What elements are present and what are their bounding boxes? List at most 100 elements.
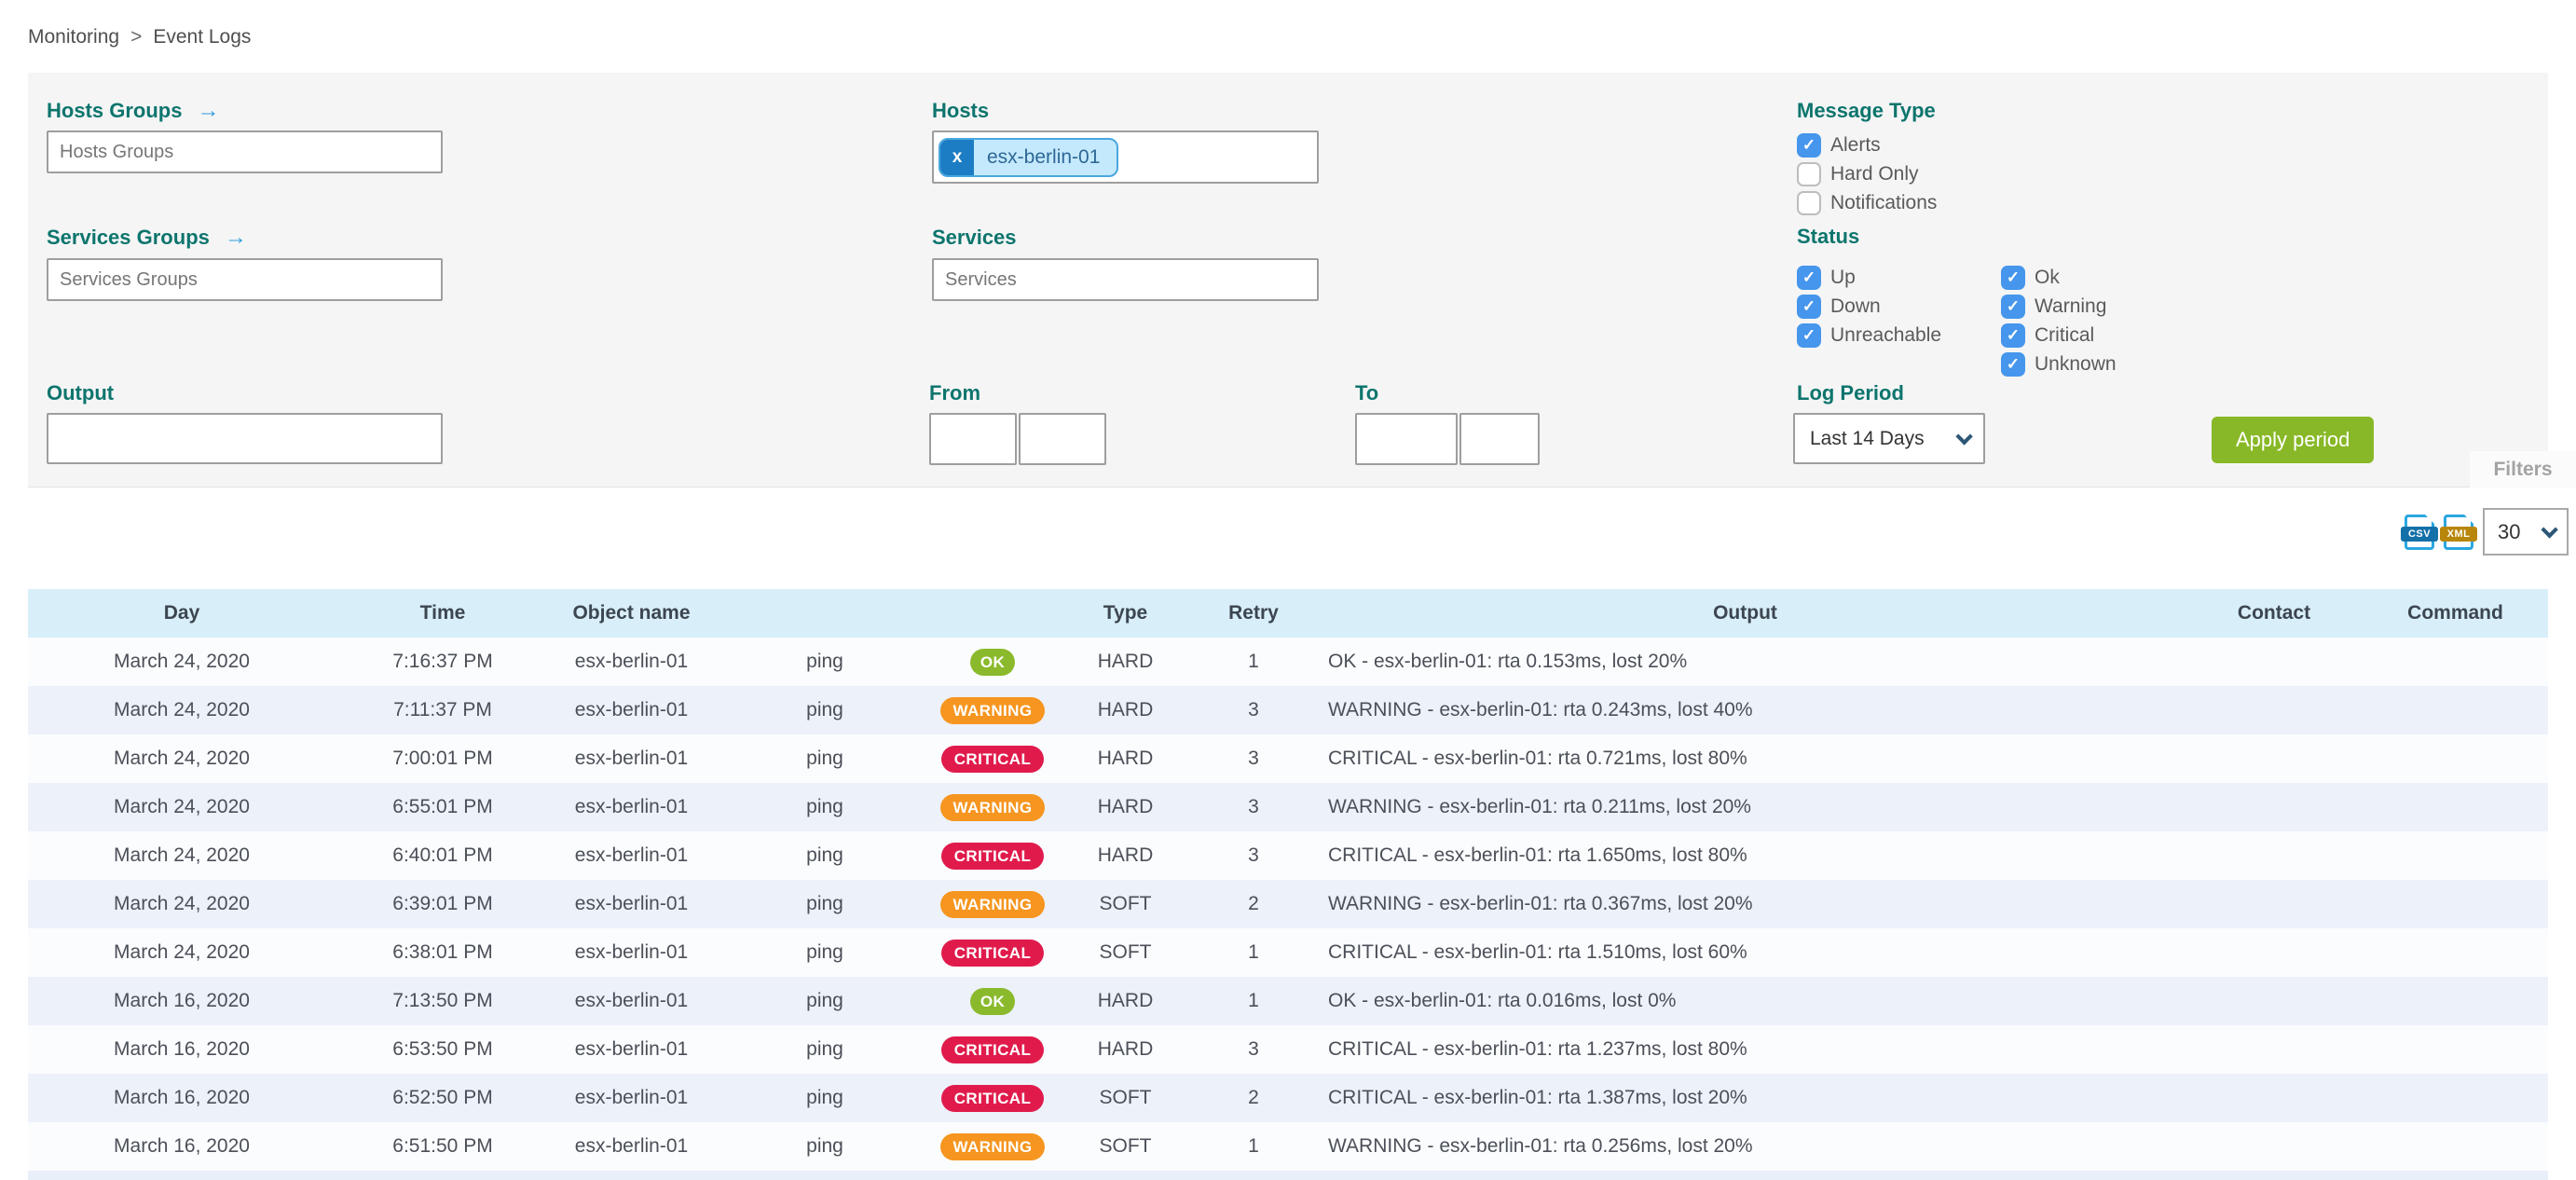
table-row: March 16, 2020 6:53:50 PM esx-berlin-01 pin…: [28, 1025, 2548, 1074]
file-fold-icon: [2424, 513, 2435, 525]
hosts-groups-input[interactable]: [47, 130, 443, 173]
checkbox-hard-only[interactable]: [1797, 161, 1821, 186]
to-date-input[interactable]: [1355, 413, 1458, 465]
cell-retry: 3: [1248, 796, 1259, 817]
status-badge: CRITICAL: [940, 842, 1045, 870]
cell-status: OK: [937, 977, 1048, 1025]
status-warning: ✓ Warning: [2001, 292, 2117, 321]
checkbox-label: Alerts: [1830, 133, 1881, 156]
status-down: ✓ Down: [1797, 292, 1941, 321]
status-badge: OK: [969, 987, 1016, 1015]
cell-command: [2363, 638, 2548, 686]
checkbox-up[interactable]: ✓: [1797, 265, 1821, 290]
chip-remove-button[interactable]: x: [940, 139, 974, 175]
cell-object-name: esx-berlin-01: [574, 1135, 689, 1157]
cell-day: March 24, 2020: [114, 699, 250, 720]
to-label: To: [1355, 381, 1378, 405]
checkbox-label: Notifications: [1830, 191, 1938, 213]
page-size-select[interactable]: 30: [2483, 508, 2569, 556]
checkbox-unreachable[interactable]: ✓: [1797, 322, 1821, 348]
col-header-service: [713, 589, 937, 638]
cell-status: WARNING: [937, 1122, 1048, 1171]
breadcrumb-event-logs: Event Logs: [153, 26, 252, 48]
status-label: Status: [1797, 225, 1859, 249]
status-ok: ✓ Ok: [2001, 263, 2117, 292]
cell-command: [2363, 928, 2548, 977]
export-xml-button[interactable]: XML: [2440, 513, 2477, 550]
checkbox-warning[interactable]: ✓: [2001, 294, 2025, 319]
cell-service: ping: [806, 748, 843, 769]
from-time-input[interactable]: [1019, 413, 1106, 465]
col-header-time: Time: [336, 589, 550, 638]
event-log-table: Day Time Object name Type Retry Output C…: [28, 589, 2548, 1171]
hosts-label-text: Hosts: [932, 99, 990, 122]
apply-period-button[interactable]: Apply period: [2212, 417, 2375, 463]
hosts-label: Hosts: [932, 99, 989, 123]
host-chip: x esx-berlin-01: [939, 137, 1119, 177]
cell-retry: 1: [1248, 941, 1259, 963]
filters-tab[interactable]: Filters: [2470, 451, 2576, 488]
cell-contact: [2185, 1122, 2363, 1171]
col-header-status: [937, 589, 1048, 638]
to-label-text: To: [1355, 381, 1379, 405]
checkbox-critical[interactable]: ✓: [2001, 322, 2025, 348]
cell-contact: [2185, 1074, 2363, 1122]
cell-day: March 16, 2020: [114, 1135, 250, 1157]
cell-object-name: esx-berlin-01: [574, 699, 689, 720]
cell-day: March 24, 2020: [114, 796, 250, 817]
chip-label: esx-berlin-01: [987, 145, 1101, 168]
checkbox-down[interactable]: ✓: [1797, 294, 1821, 319]
col-header-object: Object name: [550, 589, 713, 638]
checkbox-alerts[interactable]: ✓: [1797, 132, 1821, 158]
cell-time: 6:52:50 PM: [392, 1087, 493, 1108]
cell-contact: [2185, 686, 2363, 734]
cell-retry: 2: [1248, 893, 1259, 914]
cell-output: WARNING - esx-berlin-01: rta 0.367ms, lo…: [1328, 893, 1753, 914]
breadcrumb-monitoring[interactable]: Monitoring: [28, 26, 120, 48]
cell-status: WARNING: [937, 783, 1048, 831]
services-input[interactable]: [932, 258, 1319, 301]
table-row: March 24, 2020 6:39:01 PM esx-berlin-01 pin…: [28, 880, 2548, 928]
cell-output: WARNING - esx-berlin-01: rta 0.243ms, lo…: [1328, 699, 1753, 720]
cell-object-name: esx-berlin-01: [574, 651, 689, 672]
filter-panel: Hosts Groups → Services Groups → Output …: [28, 73, 2548, 487]
output-filter-input[interactable]: [47, 413, 443, 464]
output-label-text: Output: [47, 381, 115, 405]
services-groups-input[interactable]: [47, 258, 443, 301]
checkbox-unknown[interactable]: ✓: [2001, 351, 2025, 377]
hosts-groups-label-text: Hosts Groups: [47, 99, 183, 122]
cell-command: [2363, 977, 2548, 1025]
cell-service: ping: [806, 1038, 843, 1060]
next-row-sliver: [28, 1171, 2548, 1180]
cell-time: 6:40:01 PM: [392, 844, 493, 866]
cell-day: March 16, 2020: [114, 990, 250, 1011]
col-header-contact: Contact: [2185, 589, 2363, 638]
col-header-type: Type: [1048, 589, 1202, 638]
cell-retry: 1: [1248, 651, 1259, 672]
checkbox-ok[interactable]: ✓: [2001, 265, 2025, 290]
table-row: March 24, 2020 6:38:01 PM esx-berlin-01 pin…: [28, 928, 2548, 977]
arrow-right-icon[interactable]: →: [224, 225, 247, 250]
hosts-input[interactable]: x esx-berlin-01: [932, 130, 1319, 184]
arrow-right-icon[interactable]: →: [197, 98, 220, 123]
cell-command: [2363, 686, 2548, 734]
checkbox-label: Up: [1830, 266, 1856, 288]
table-row: March 24, 2020 7:11:37 PM esx-berlin-01 pin…: [28, 686, 2548, 734]
cell-time: 6:39:01 PM: [392, 893, 493, 914]
to-time-input[interactable]: [1459, 413, 1540, 465]
status-badge: WARNING: [939, 1132, 1046, 1160]
cell-type: HARD: [1097, 990, 1154, 1011]
cell-status: WARNING: [937, 686, 1048, 734]
cell-status: CRITICAL: [937, 1025, 1048, 1074]
cell-command: [2363, 1025, 2548, 1074]
cell-day: March 24, 2020: [114, 748, 250, 769]
file-fold-icon: [2463, 513, 2474, 525]
cell-type: SOFT: [1099, 1135, 1152, 1157]
checkbox-notifications[interactable]: [1797, 190, 1821, 215]
cell-service: ping: [806, 651, 843, 672]
from-date-input[interactable]: [929, 413, 1017, 465]
cell-retry: 2: [1248, 1087, 1259, 1108]
log-period-select[interactable]: Last 14 Days: [1793, 413, 1985, 464]
export-csv-button[interactable]: CSV: [2401, 513, 2438, 550]
cell-type: SOFT: [1099, 1087, 1152, 1108]
